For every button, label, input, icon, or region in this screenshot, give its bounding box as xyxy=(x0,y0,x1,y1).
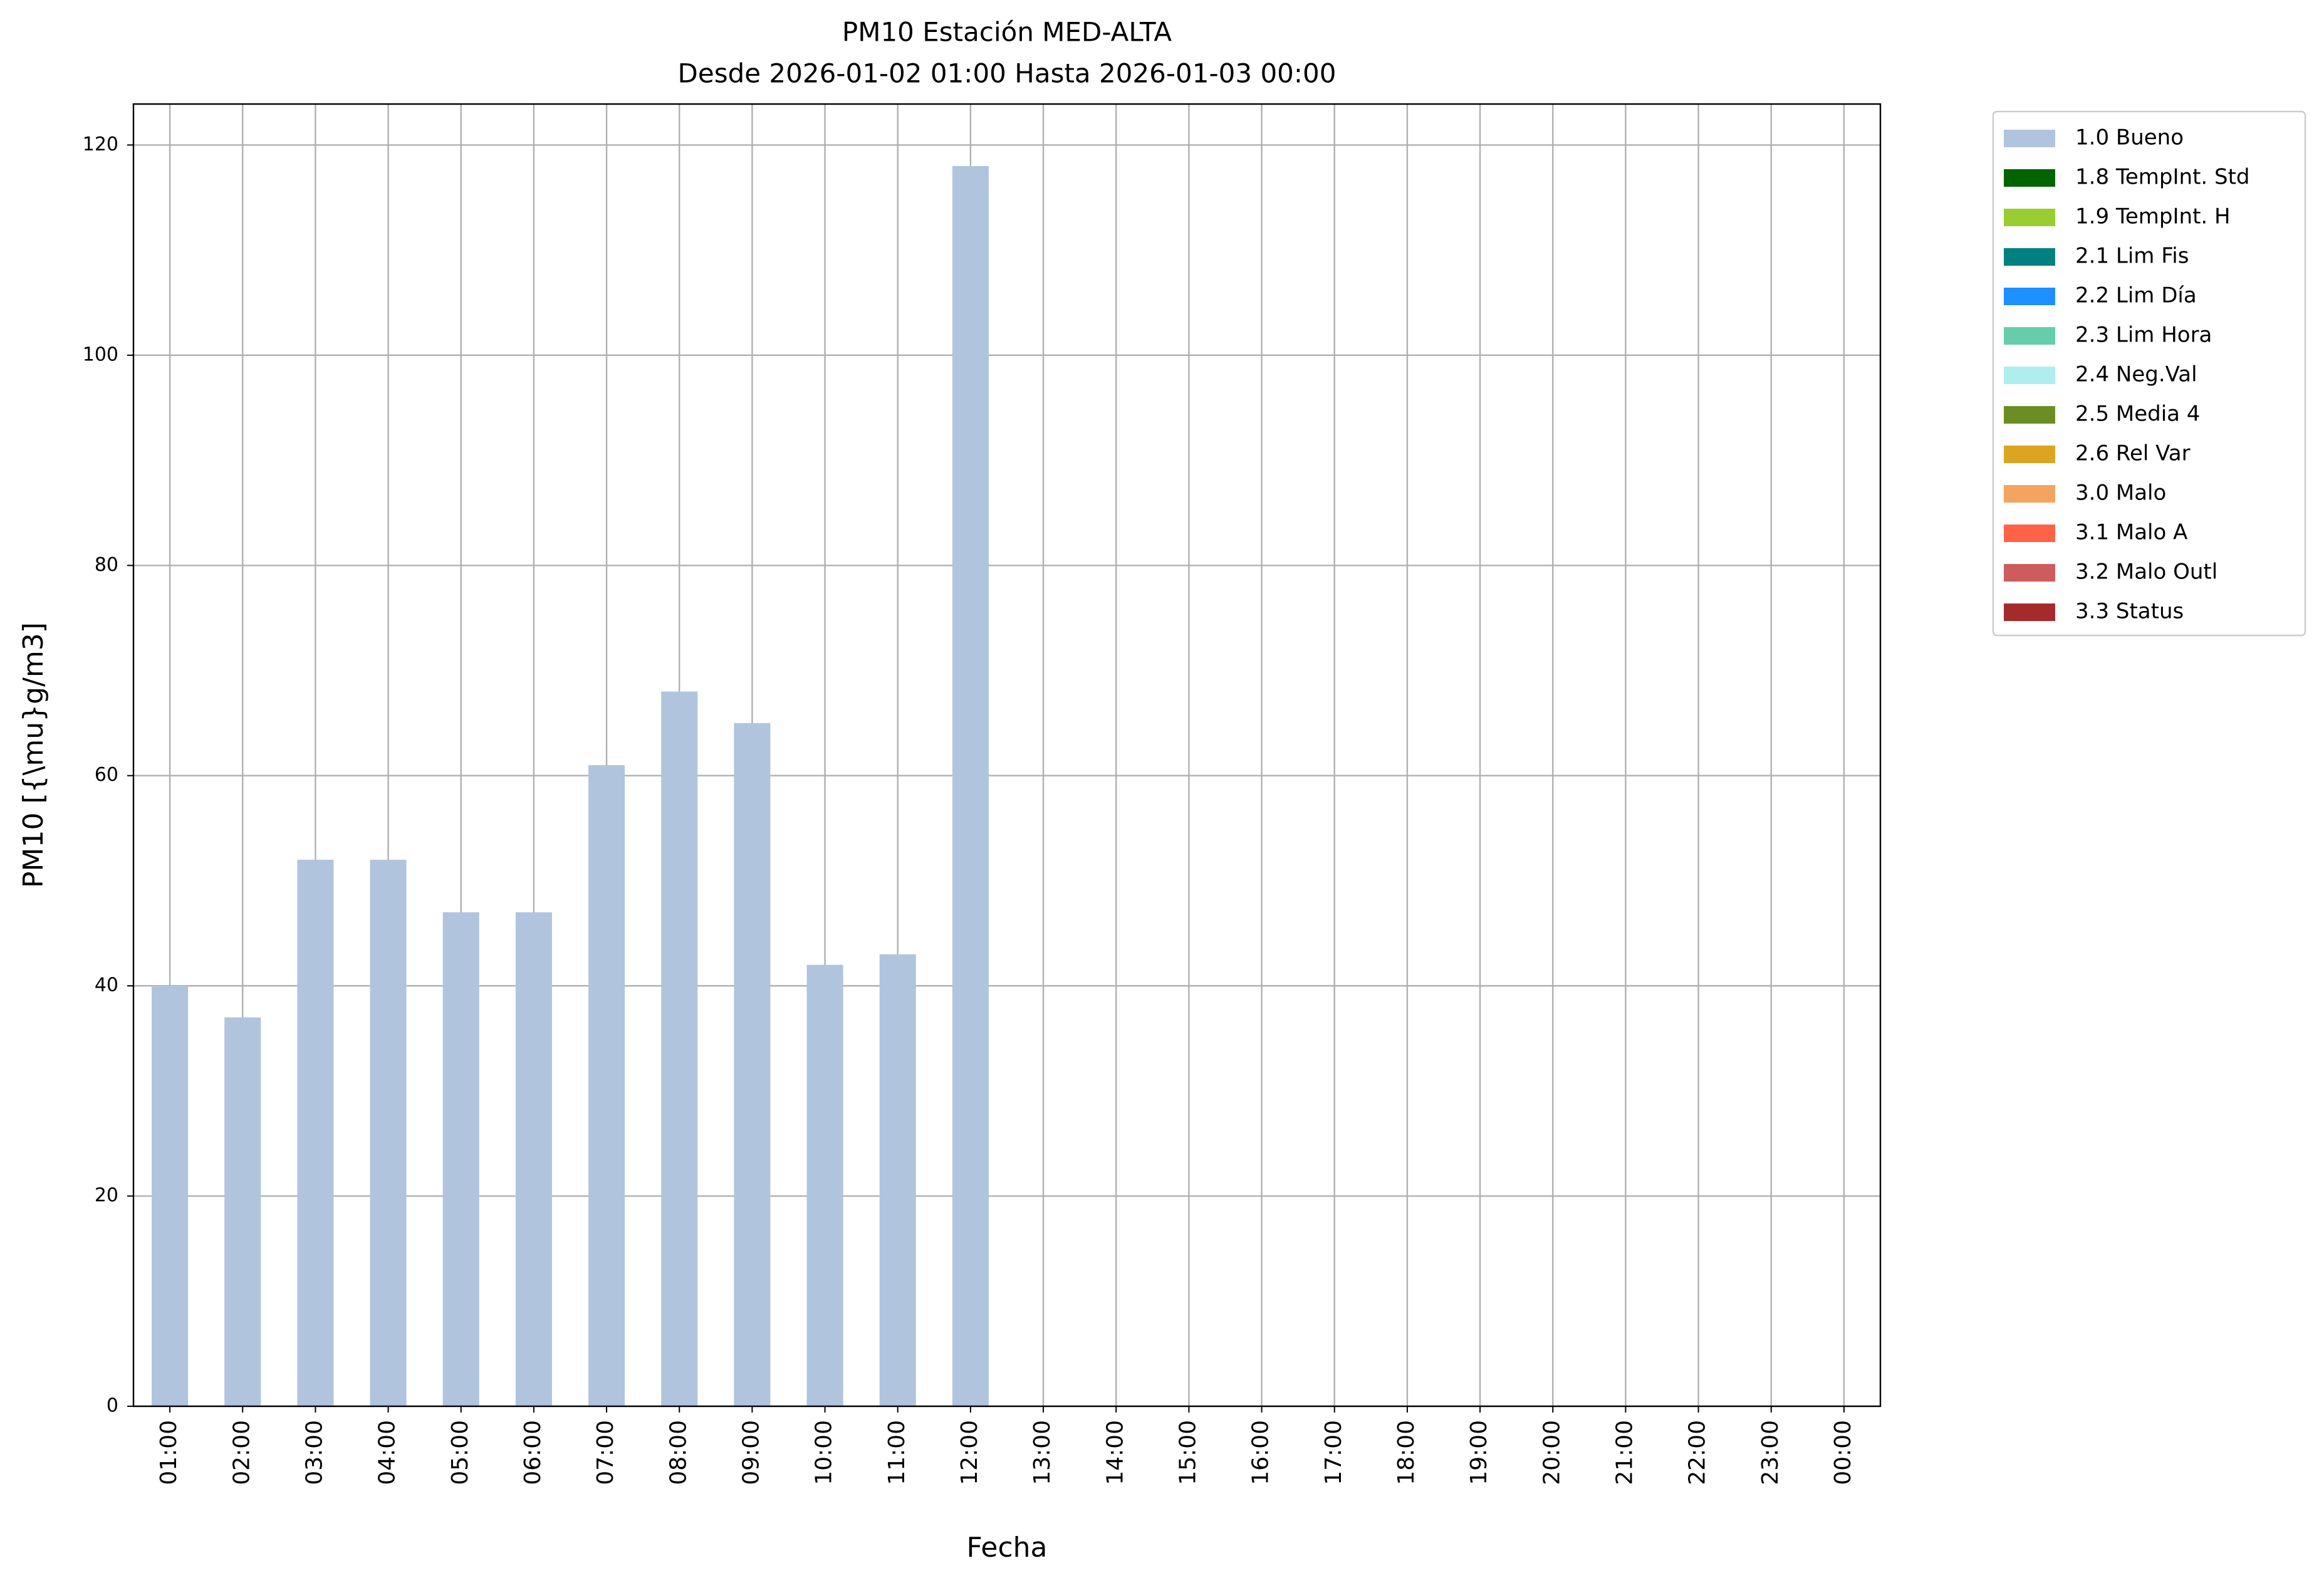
bar xyxy=(152,986,189,1406)
x-tick-label: 05:00 xyxy=(447,1420,473,1485)
legend-label: 1.8 TempInt. Std xyxy=(2075,165,2250,190)
x-tick-label: 20:00 xyxy=(1539,1420,1565,1485)
bar xyxy=(661,691,698,1406)
x-tick-label: 23:00 xyxy=(1758,1420,1783,1485)
legend-label: 1.9 TempInt. H xyxy=(2075,204,2231,229)
x-tick-label: 19:00 xyxy=(1466,1420,1492,1485)
legend-label: 2.2 Lim Día xyxy=(2075,283,2197,308)
y-axis-label: PM10 [{\mu}g/m3] xyxy=(18,622,50,888)
bar xyxy=(515,912,552,1406)
y-tick-label: 80 xyxy=(95,554,118,576)
x-tick-label: 06:00 xyxy=(520,1420,546,1485)
x-tick-label: 17:00 xyxy=(1321,1420,1347,1485)
legend-label: 2.5 Media 4 xyxy=(2075,402,2200,427)
legend-label: 3.2 Malo Outl xyxy=(2075,560,2217,585)
legend-swatch xyxy=(2004,603,2055,621)
legend-swatch xyxy=(2004,564,2055,582)
legend-label: 2.1 Lim Fis xyxy=(2075,244,2189,269)
legend-swatch xyxy=(2004,248,2055,266)
legend-swatch xyxy=(2004,367,2055,384)
x-tick-label: 15:00 xyxy=(1175,1420,1201,1485)
x-tick-label: 22:00 xyxy=(1685,1420,1711,1485)
legend-label: 3.3 Status xyxy=(2075,599,2184,624)
x-tick-label: 08:00 xyxy=(665,1420,691,1485)
legend-swatch xyxy=(2004,446,2055,463)
legend-swatch xyxy=(2004,209,2055,226)
bar xyxy=(952,165,989,1406)
y-tick-label: 20 xyxy=(95,1184,118,1206)
x-tick-label: 13:00 xyxy=(1029,1420,1055,1485)
legend-swatch xyxy=(2004,130,2055,147)
legend-label: 2.6 Rel Var xyxy=(2075,441,2191,466)
x-tick-label: 11:00 xyxy=(884,1420,910,1485)
bar xyxy=(879,954,916,1406)
legend-swatch xyxy=(2004,169,2055,187)
y-tick-label: 0 xyxy=(107,1395,118,1417)
bar xyxy=(297,859,334,1406)
legend-label: 3.1 Malo A xyxy=(2075,520,2187,545)
legend-label: 2.4 Neg.Val xyxy=(2075,362,2197,387)
legend-swatch xyxy=(2004,288,2055,305)
y-tick-label: 40 xyxy=(95,974,118,996)
bar xyxy=(806,964,843,1406)
x-axis-label: Fecha xyxy=(966,1532,1047,1564)
x-tick-label: 01:00 xyxy=(156,1420,182,1485)
x-tick-label: 16:00 xyxy=(1248,1420,1274,1485)
x-tick-label: 07:00 xyxy=(593,1420,618,1485)
chart-title: PM10 Estación MED-ALTA xyxy=(842,17,1172,48)
legend-swatch xyxy=(2004,485,2055,503)
plot-frame xyxy=(132,103,1882,1408)
x-tick-label: 03:00 xyxy=(301,1420,327,1485)
legend-label: 2.3 Lim Hora xyxy=(2075,323,2212,348)
bar xyxy=(442,912,479,1406)
x-tick-label: 12:00 xyxy=(957,1420,982,1485)
x-tick-label: 02:00 xyxy=(229,1420,254,1485)
legend-swatch xyxy=(2004,327,2055,345)
legend-swatch xyxy=(2004,525,2055,542)
legend-box xyxy=(1992,110,2306,637)
x-tick-label: 04:00 xyxy=(375,1420,400,1485)
bar xyxy=(734,723,771,1406)
x-tick-label: 00:00 xyxy=(1830,1420,1856,1485)
chart-subtitle: Desde 2026-01-02 01:00 Hasta 2026-01-03 … xyxy=(678,58,1337,89)
legend-label: 1.0 Bueno xyxy=(2075,125,2184,150)
y-tick-label: 60 xyxy=(95,764,118,786)
bar xyxy=(224,1017,261,1406)
x-tick-label: 18:00 xyxy=(1394,1420,1419,1485)
x-tick-label: 10:00 xyxy=(811,1420,837,1485)
x-tick-label: 09:00 xyxy=(738,1420,764,1485)
bar xyxy=(370,859,407,1406)
y-tick-label: 100 xyxy=(83,343,118,365)
x-tick-label: 14:00 xyxy=(1102,1420,1128,1485)
y-tick-label: 120 xyxy=(83,133,118,155)
bar xyxy=(588,765,625,1406)
legend-swatch xyxy=(2004,406,2055,424)
legend-label: 3.0 Malo xyxy=(2075,481,2166,506)
x-tick-label: 21:00 xyxy=(1612,1420,1637,1485)
